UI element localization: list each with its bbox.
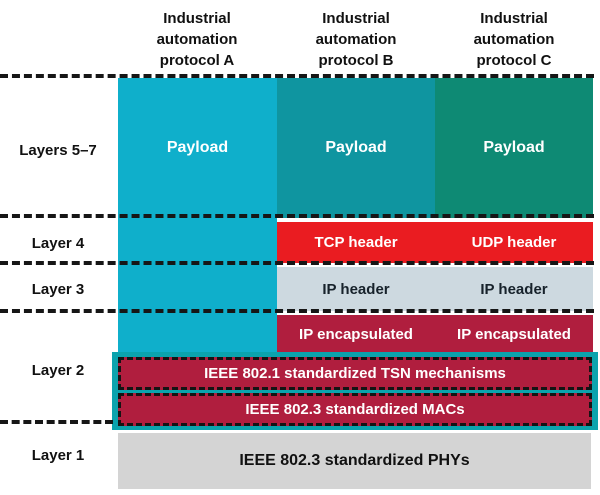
- column-header-protocol-c: Industrial automation protocol C: [473, 10, 555, 69]
- ieee-8023-macs-cell: IEEE 802.3 standardized MACs: [118, 393, 592, 426]
- ip-encapsulated-cell-b: IP encapsulated: [299, 325, 413, 343]
- layer2-tsn-box: IEEE 802.1 standardized TSN mechanisms I…: [112, 352, 598, 430]
- layer-boundary-line-top: [0, 74, 594, 78]
- layer3-ip-bar: IP header IP header: [277, 267, 593, 311]
- payload-label-b: Payload: [325, 139, 387, 156]
- layer4-transport-bar: TCP header UDP header: [277, 222, 593, 263]
- layer-boundary-line-2: [0, 309, 594, 313]
- layer-boundary-line-1: [0, 420, 113, 424]
- payload-cell-c: Payload: [435, 78, 593, 218]
- layer-label-5-7: Layers 5–7: [19, 142, 97, 159]
- payload-cell-a: Payload: [118, 78, 277, 218]
- payload-cell-b: Payload: [277, 78, 435, 218]
- column-header-protocol-a: Industrial automation protocol A: [156, 10, 238, 69]
- layer-label-2: Layer 2: [31, 362, 85, 379]
- ip-encapsulated-cell-c: IP encapsulated: [457, 325, 571, 343]
- ieee-8021-tsn-cell: IEEE 802.1 standardized TSN mechanisms: [118, 357, 592, 390]
- layer-boundary-line-4: [0, 214, 594, 218]
- payload-label-c: Payload: [483, 139, 545, 156]
- ip-encapsulated-bar: IP encapsulated IP encapsulated: [277, 315, 593, 353]
- layer-boundary-line-3: [0, 261, 594, 265]
- ip-header-cell-b: IP header: [322, 280, 390, 298]
- column-header-protocol-b: Industrial automation protocol B: [315, 10, 397, 69]
- layer-label-3: Layer 3: [31, 281, 85, 298]
- udp-header-cell: UDP header: [471, 234, 557, 251]
- layer1-phys-bar: IEEE 802.3 standardized PHYs: [118, 433, 591, 489]
- ieee-8023-phys-label: IEEE 802.3 standardized PHYs: [239, 452, 470, 469]
- layer-label-4: Layer 4: [31, 235, 85, 252]
- layer-label-1: Layer 1: [31, 447, 85, 464]
- payload-label-a: Payload: [166, 139, 229, 156]
- tcp-header-cell: TCP header: [314, 234, 398, 251]
- ip-header-cell-c: IP header: [480, 280, 548, 298]
